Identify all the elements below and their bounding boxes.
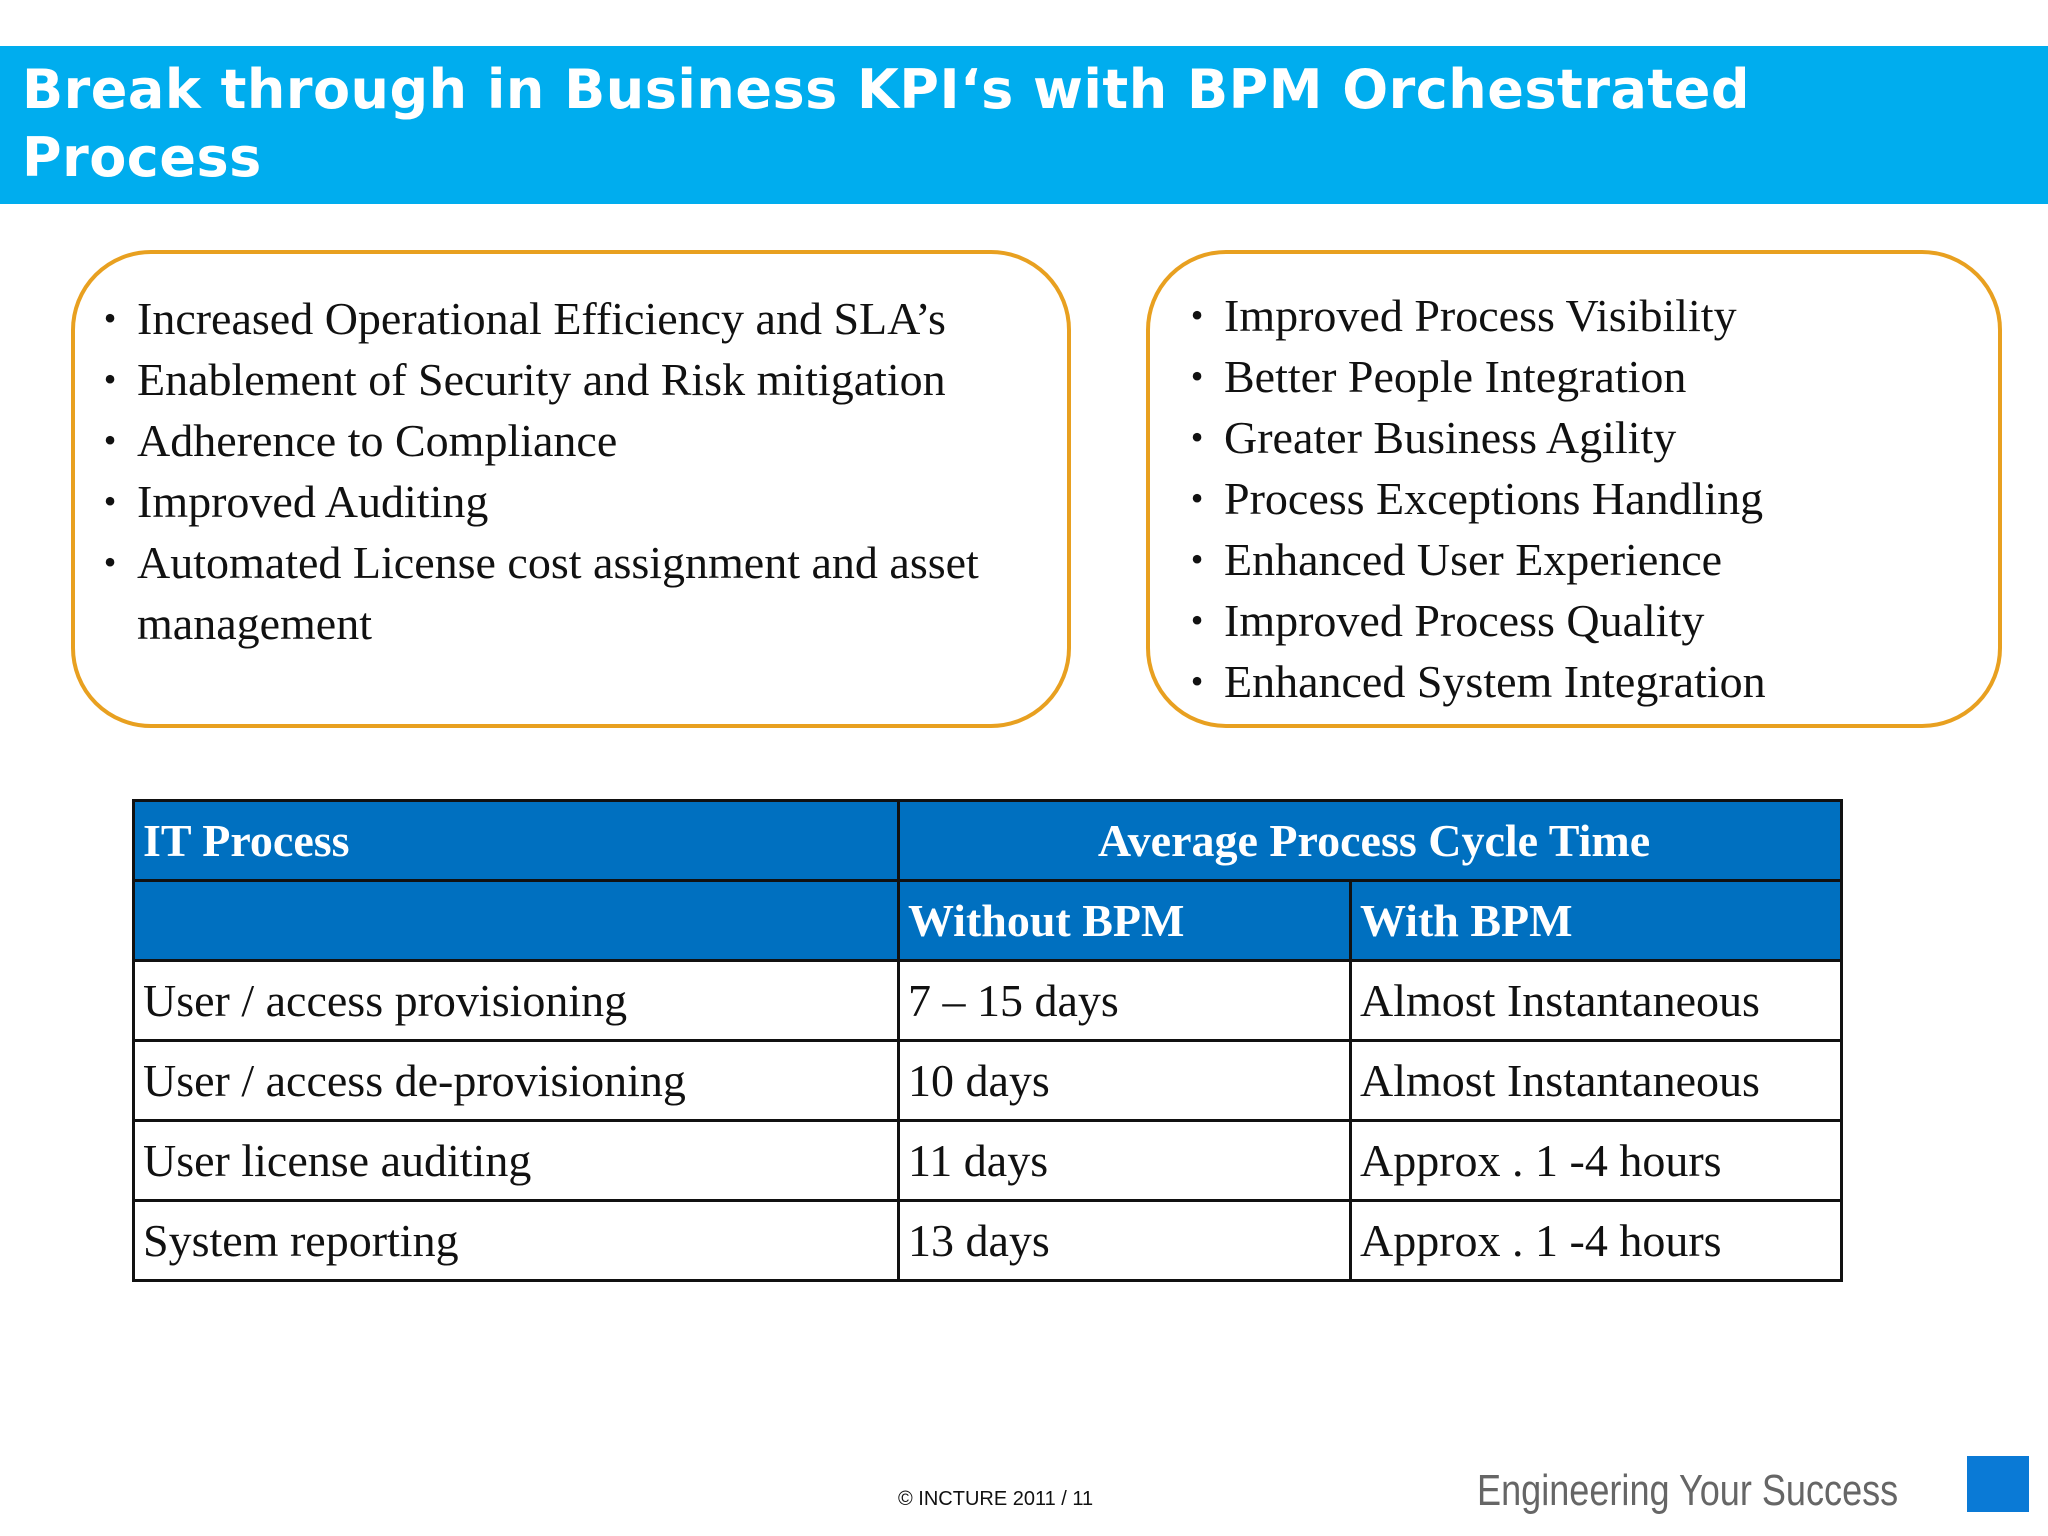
cell-with-bpm: Almost Instantaneous bbox=[1349, 959, 1843, 1042]
list-item: • Enablement of Security and Risk mitigat… bbox=[95, 349, 1055, 410]
table-subheader-row: Without BPM With BPM bbox=[132, 879, 1843, 962]
cell-with-bpm: Almost Instantaneous bbox=[1349, 1039, 1843, 1122]
list-item: • Adherence to Compliance bbox=[95, 410, 1055, 471]
cell-process: User / access de-provisioning bbox=[132, 1039, 900, 1122]
list-item-text: Enhanced System Integration bbox=[1224, 656, 1766, 707]
cell-process: User license auditing bbox=[132, 1119, 900, 1202]
list-item: • Improved Auditing bbox=[95, 471, 1055, 532]
table-header-row: IT Process Average Process Cycle Time bbox=[132, 799, 1843, 882]
title-bar: Break through in Business KPI‘s with BPM… bbox=[0, 46, 2048, 204]
cell-without-bpm: 13 days bbox=[897, 1199, 1352, 1282]
list-item-text: Improved Auditing bbox=[137, 476, 489, 527]
footer-tagline: Engineering Your Success bbox=[1477, 1466, 1899, 1515]
cell-without-bpm: 11 days bbox=[897, 1119, 1352, 1202]
cell-with-bpm: Approx . 1 -4 hours bbox=[1349, 1199, 1843, 1282]
bullet-icon: • bbox=[103, 481, 117, 521]
header-average-cycle-time: Average Process Cycle Time bbox=[897, 799, 1843, 882]
subheader-with-bpm: With BPM bbox=[1349, 879, 1843, 962]
cell-without-bpm: 10 days bbox=[897, 1039, 1352, 1122]
brand-square-icon bbox=[1967, 1456, 2029, 1512]
cell-process: System reporting bbox=[132, 1199, 900, 1282]
list-item: • Increased Operational Efficiency and SL… bbox=[95, 288, 1055, 349]
bullet-icon: • bbox=[1190, 661, 1204, 701]
list-item: • Process Exceptions Handling bbox=[1182, 468, 1982, 529]
list-item-text: Increased Operational Efficiency and SLA… bbox=[137, 293, 946, 344]
bullet-icon: • bbox=[103, 420, 117, 460]
cell-without-bpm: 7 – 15 days bbox=[897, 959, 1352, 1042]
page-title-line-2: Process bbox=[22, 126, 262, 189]
bullet-icon: • bbox=[1190, 600, 1204, 640]
left-benefits-list: • Increased Operational Efficiency and SL… bbox=[95, 288, 1055, 654]
cycle-time-table: IT Process Average Process Cycle Time Wi… bbox=[132, 799, 1843, 1282]
list-item-text: Better People Integration bbox=[1224, 351, 1687, 402]
list-item: • Greater Business Agility bbox=[1182, 407, 1982, 468]
list-item: • Automated License cost assignment and a… bbox=[95, 532, 1055, 654]
left-benefits-box: • Increased Operational Efficiency and SL… bbox=[71, 250, 1071, 728]
list-item-text: Improved Process Quality bbox=[1224, 595, 1705, 646]
list-item-text: Improved Process Visibility bbox=[1224, 290, 1737, 341]
subheader-without-bpm: Without BPM bbox=[897, 879, 1352, 962]
page-title: Break through in Business KPI‘s with BPM… bbox=[22, 56, 2026, 192]
cell-process: User / access provisioning bbox=[132, 959, 900, 1042]
list-item-text: Enhanced User Experience bbox=[1224, 534, 1723, 585]
bullet-icon: • bbox=[103, 542, 117, 582]
page-title-line-1: Break through in Business KPI‘s with BPM… bbox=[22, 58, 1750, 121]
bullet-icon: • bbox=[103, 359, 117, 399]
table-row: User / access de-provisioning 10 days Al… bbox=[132, 1039, 1843, 1122]
list-item-text: Enablement of Security and Risk mitigati… bbox=[137, 354, 946, 405]
list-item: • Enhanced User Experience bbox=[1182, 529, 1982, 590]
list-item: • Improved Process Quality bbox=[1182, 590, 1982, 651]
table-row: System reporting 13 days Approx . 1 -4 h… bbox=[132, 1199, 1843, 1282]
bullet-icon: • bbox=[1190, 417, 1204, 457]
list-item-text: Process Exceptions Handling bbox=[1224, 473, 1764, 524]
right-benefits-list: • Improved Process Visibility • Better Peo… bbox=[1182, 285, 1982, 712]
list-item: • Better People Integration bbox=[1182, 346, 1982, 407]
bullet-icon: • bbox=[103, 298, 117, 338]
table-row: User / access provisioning 7 – 15 days A… bbox=[132, 959, 1843, 1042]
header-it-process: IT Process bbox=[132, 799, 900, 882]
bullet-icon: • bbox=[1190, 539, 1204, 579]
list-item: • Improved Process Visibility bbox=[1182, 285, 1982, 346]
cell-with-bpm: Approx . 1 -4 hours bbox=[1349, 1119, 1843, 1202]
bullet-icon: • bbox=[1190, 478, 1204, 518]
subheader-empty bbox=[132, 879, 900, 962]
bullet-icon: • bbox=[1190, 356, 1204, 396]
list-item-text: Greater Business Agility bbox=[1224, 412, 1677, 463]
list-item-text: Automated License cost assignment and as… bbox=[137, 537, 979, 649]
footer-copyright: © INCTURE 2011 / 11 bbox=[898, 1488, 1094, 1510]
list-item: • Enhanced System Integration bbox=[1182, 651, 1982, 712]
right-benefits-box: • Improved Process Visibility • Better Peo… bbox=[1146, 250, 2002, 728]
bullet-icon: • bbox=[1190, 295, 1204, 335]
list-item-text: Adherence to Compliance bbox=[137, 415, 618, 466]
table-row: User license auditing 11 days Approx . 1… bbox=[132, 1119, 1843, 1202]
